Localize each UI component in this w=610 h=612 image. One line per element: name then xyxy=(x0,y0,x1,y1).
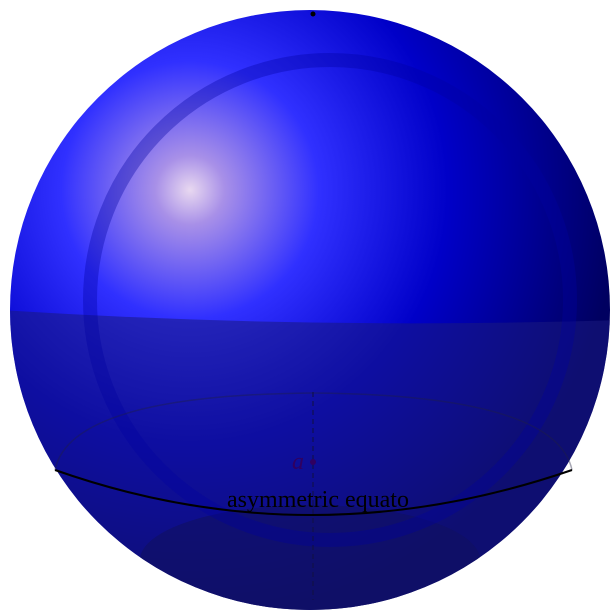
equator-front xyxy=(54,469,573,516)
point-a xyxy=(310,459,316,465)
inner-ring xyxy=(83,53,577,547)
north-pole xyxy=(310,11,316,17)
point-label: a xyxy=(292,449,304,475)
bottom-shade xyxy=(140,505,480,610)
equator-label: asymmetric equato xyxy=(227,487,409,513)
